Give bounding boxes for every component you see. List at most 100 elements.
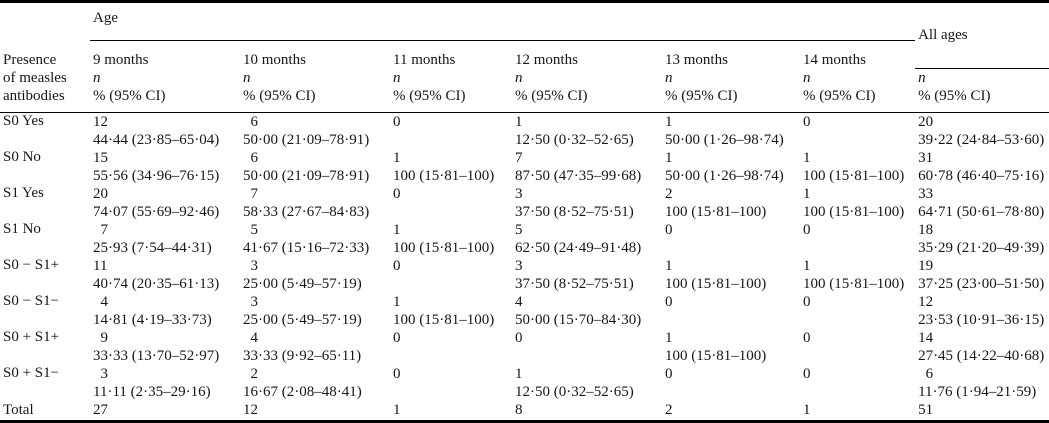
n-value: 3 bbox=[93, 366, 109, 382]
n-value: 0 bbox=[393, 330, 401, 346]
data-cell: 20 39·22 (24·84–53·60) bbox=[915, 113, 1049, 150]
data-cell: 31 60·78 (46·40–75·16) bbox=[915, 149, 1049, 185]
pct-ci-value bbox=[803, 131, 915, 149]
pct-ci-value: 14·81 (4·19–33·73) bbox=[93, 312, 212, 328]
presence-header-line: antibodies bbox=[3, 88, 65, 104]
data-cell: 7 25·93 (7·54–44·31) bbox=[90, 221, 240, 257]
n-value: 12 bbox=[93, 114, 108, 130]
data-cell: 4 14·81 (4·19–33·73) bbox=[90, 293, 240, 329]
pct-ci-value: 37·50 (8·52–75·51) bbox=[515, 276, 634, 292]
table-row: S0 + S1− 3 11·11 (2·35–29·16) 2 16·67 (2·0… bbox=[0, 365, 1049, 401]
data-cell: 1 100 (15·81–100) bbox=[800, 257, 915, 293]
pct-ci-value: 50·00 (21·09–78·91) bbox=[243, 168, 370, 184]
row-label: S0 − S1− bbox=[3, 293, 60, 309]
data-cell: 0 bbox=[662, 293, 800, 329]
pct-ci-value: 50·00 (1·26–98·74) bbox=[665, 132, 784, 148]
data-cell: 9 33·33 (13·70–52·97) bbox=[90, 329, 240, 365]
pct-ci-value: 58·33 (27·67–84·83) bbox=[243, 204, 370, 220]
age-header-row: Age All ages bbox=[0, 1, 1049, 69]
data-cell: 7 58·33 (27·67–84·83) bbox=[240, 185, 390, 221]
data-cell: 0 bbox=[390, 365, 512, 401]
table-row: S0 − S1− 4 14·81 (4·19–33·73) 3 25·00 (5·4… bbox=[0, 293, 1049, 329]
pct-ci-value: 35·29 (21·20–49·39) bbox=[918, 240, 1045, 256]
n-value: 3 bbox=[243, 294, 259, 310]
ci-subheader: % (95% CI) bbox=[918, 88, 991, 104]
presence-header: Presence of measles antibodies bbox=[0, 40, 90, 113]
month-label: 14 months bbox=[803, 52, 866, 68]
data-cell: 12 23·53 (10·91–36·15) bbox=[915, 293, 1049, 329]
data-cell: 6 50·00 (21·09–78·91) bbox=[240, 149, 390, 185]
ci-subheader: % (95% CI) bbox=[93, 88, 166, 104]
data-cell: 0 bbox=[800, 221, 915, 257]
data-cell: 2 16·67 (2·08–48·41) bbox=[240, 365, 390, 401]
pct-ci-value bbox=[393, 131, 512, 149]
pct-ci-value: 25·00 (5·49–57·19) bbox=[243, 276, 362, 292]
n-value: 1 bbox=[803, 186, 811, 202]
row-label: S1 Yes bbox=[3, 185, 44, 201]
pct-ci-value bbox=[393, 383, 512, 401]
data-cell: 0 bbox=[390, 185, 512, 221]
pct-ci-value: 39·22 (24·84–53·60) bbox=[918, 132, 1045, 148]
row-label: S0 No bbox=[3, 149, 41, 165]
pct-ci-value: 87·50 (47·35–99·68) bbox=[515, 168, 642, 184]
month-label: 9 months bbox=[93, 52, 149, 68]
presence-header-line: Presence bbox=[3, 52, 57, 68]
pct-ci-value: 23·53 (10·91–36·15) bbox=[918, 312, 1045, 328]
n-value: 3 bbox=[515, 258, 523, 274]
month-label: 12 months bbox=[515, 52, 578, 68]
n-value: 1 bbox=[393, 294, 401, 310]
pct-ci-value: 100 (15·81–100) bbox=[393, 240, 495, 256]
pct-ci-value bbox=[393, 275, 512, 293]
pct-ci-value: 16·67 (2·08–48·41) bbox=[243, 384, 362, 400]
n-value: 11 bbox=[93, 258, 108, 274]
table-row: S0 + S1+ 9 33·33 (13·70–52·97) 4 33·33 (9·… bbox=[0, 329, 1049, 365]
n-value: 3 bbox=[243, 258, 259, 274]
n-value: 20 bbox=[93, 186, 108, 202]
n-value: 4 bbox=[243, 330, 259, 346]
n-value: 12 bbox=[918, 294, 934, 310]
table-row: S0 − S1+ 11 40·74 (20·35–61·13) 3 25·00 (5·… bbox=[0, 257, 1049, 293]
pct-ci-value: 62·50 (24·49–91·48) bbox=[515, 240, 642, 256]
n-value: 0 bbox=[803, 366, 811, 382]
n-value: 1 bbox=[393, 150, 401, 166]
n-value: 4 bbox=[93, 294, 109, 310]
n-value: 6 bbox=[918, 366, 934, 382]
data-cell: 1 12·50 (0·32–52·65) bbox=[512, 113, 662, 150]
pct-ci-value: 25·93 (7·54–44·31) bbox=[93, 240, 212, 256]
pct-ci-value: 50·00 (21·09–78·91) bbox=[243, 132, 370, 148]
data-cell: 1 50·00 (1·26–98·74) bbox=[662, 149, 800, 185]
n-subheader: n bbox=[515, 70, 523, 86]
n-value: 1 bbox=[393, 222, 401, 238]
pct-ci-value: 100 (15·81–100) bbox=[665, 348, 767, 364]
n-subheader: n bbox=[665, 70, 673, 86]
n-value: 1 bbox=[665, 114, 673, 130]
n-value: 1 bbox=[803, 150, 811, 166]
presence-header-line: of measles bbox=[3, 70, 67, 86]
pct-ci-value: 100 (15·81–100) bbox=[665, 204, 767, 220]
n-value: 0 bbox=[665, 366, 673, 382]
pct-ci-value: 37·25 (23·00–51·50) bbox=[918, 276, 1045, 292]
n-value: 9 bbox=[93, 330, 109, 346]
corner-cell bbox=[0, 2, 90, 41]
pct-ci-value: 44·44 (23·85–65·04) bbox=[93, 132, 220, 148]
data-cell: 1 100 (15·81–100) bbox=[800, 185, 915, 221]
pct-ci-value: 12·50 (0·32–52·65) bbox=[515, 132, 634, 148]
n-value: 6 bbox=[243, 114, 259, 130]
n-value: 7 bbox=[93, 222, 109, 238]
n-value: 4 bbox=[515, 294, 523, 310]
total-value: 1 bbox=[393, 402, 401, 418]
n-value: 2 bbox=[243, 366, 259, 382]
data-cell: 14 27·45 (14·22–40·68) bbox=[915, 329, 1049, 365]
n-value: 20 bbox=[918, 114, 934, 130]
total-value: 12 bbox=[243, 402, 258, 418]
total-row: Total 27 12 1 8 2 1 51 bbox=[0, 401, 1049, 422]
n-value: 0 bbox=[803, 294, 811, 310]
n-value: 1 bbox=[665, 150, 673, 166]
ci-subheader: % (95% CI) bbox=[515, 88, 588, 104]
data-cell: 3 37·50 (8·52–75·51) bbox=[512, 185, 662, 221]
column-header-row: Presence of measles antibodies 9 months … bbox=[0, 40, 1049, 113]
all-ages-header: All ages bbox=[915, 1, 1049, 69]
data-cell: 6 50·00 (21·09–78·91) bbox=[240, 113, 390, 150]
n-value: 1 bbox=[803, 258, 811, 274]
age-group-header: Age bbox=[90, 1, 916, 41]
